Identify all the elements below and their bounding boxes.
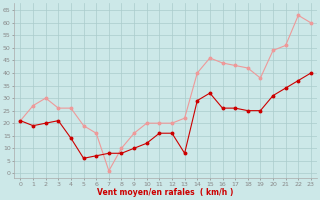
X-axis label: Vent moyen/en rafales  ( km/h ): Vent moyen/en rafales ( km/h ) [98, 188, 234, 197]
